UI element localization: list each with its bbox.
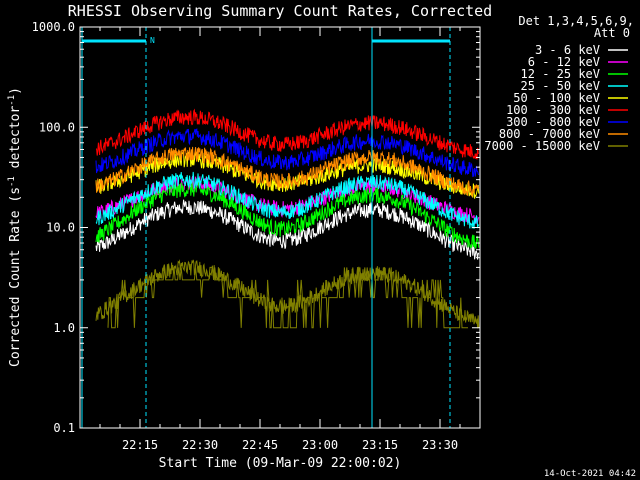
series-line-4 — [95, 150, 480, 199]
y-axis-ticks: 0.1 1.0 10.0 100.0 1000.0 — [32, 20, 480, 435]
x-axis-label: Start Time (09-Mar-09 22:00:02) — [159, 456, 402, 471]
series-line-2 — [95, 180, 480, 249]
chart-title: RHESSI Observing Summary Count Rates, Co… — [68, 2, 492, 20]
x-tick-label-0: 22:15 — [122, 438, 158, 452]
legend-label-7: 800 - 7000 keV — [499, 127, 600, 141]
y-axis-label-sup1: -1 — [7, 176, 17, 187]
y-axis-label-main: Corrected Count Rate (s — [8, 187, 23, 367]
footer-timestamp: 14-Oct-2021 04:42 — [544, 469, 636, 479]
x-tick-label-1: 22:30 — [182, 438, 218, 452]
series-line-5 — [95, 108, 480, 160]
series-line-6 — [95, 128, 480, 178]
y-axis-label-sup2: -1 — [7, 95, 17, 106]
x-tick-label-4: 23:15 — [362, 438, 398, 452]
series-line-8 — [95, 259, 480, 329]
y-tick-label-2: 10.0 — [46, 221, 75, 235]
legend-label-1: 6 - 12 keV — [528, 55, 600, 69]
y-axis-label: Corrected Count Rate (s-1 detector-1) — [7, 87, 23, 367]
legend-label-4: 50 - 100 keV — [513, 91, 600, 105]
series-line-1 — [95, 176, 480, 225]
y-tick-label-3: 100.0 — [39, 120, 75, 134]
y-axis-label-mid: detector — [8, 106, 23, 177]
y-axis-label-end: ) — [8, 87, 23, 95]
y-tick-label-4: 1000.0 — [32, 20, 75, 34]
y-tick-label-0: 0.1 — [53, 421, 75, 435]
legend-header-line-2: Att 0 — [594, 26, 630, 40]
x-tick-label-3: 23:00 — [302, 438, 338, 452]
legend-header-line-1: Det 1,3,4,5,6,9, — [518, 14, 634, 28]
legend-label-6: 300 - 800 keV — [506, 115, 600, 129]
legend-label-0: 3 - 6 keV — [535, 43, 600, 57]
interval-annotation: N — [150, 36, 155, 45]
x-tick-label-5: 23:30 — [422, 438, 458, 452]
legend-label-5: 100 - 300 keV — [506, 103, 600, 117]
x-tick-label-2: 22:45 — [242, 438, 278, 452]
x-axis-ticks: 22:15 22:30 22:45 23:00 23:15 23:30 — [79, 27, 481, 452]
y-tick-label-1: 1.0 — [53, 321, 75, 335]
legend-label-3: 25 - 50 keV — [521, 79, 600, 93]
legend-label-8: 7000 - 15000 keV — [484, 139, 600, 153]
series-line-0 — [95, 199, 480, 260]
series-line-3 — [95, 171, 480, 229]
series-line-lower-band — [107, 266, 468, 329]
legend-label-2: 12 - 25 keV — [521, 67, 600, 81]
series-line-7 — [95, 146, 480, 197]
